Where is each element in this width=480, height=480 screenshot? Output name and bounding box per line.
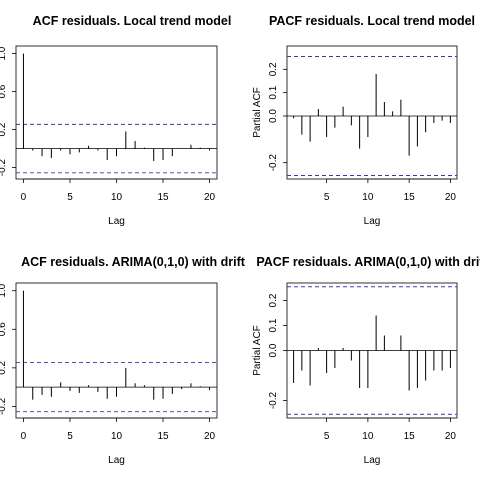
- panel-2-title: PACF residuals. Local trend model: [269, 14, 475, 28]
- panel-3-x-tick-label: 5: [67, 431, 73, 442]
- panel-1-x-tick-label: 10: [111, 192, 123, 203]
- panel-3-y-tick-label: 0.2: [0, 360, 8, 374]
- panel-1-plot-frame: [15, 45, 218, 180]
- panel-1-x-tick-label: 15: [157, 192, 169, 203]
- panel-4-y-tick-label: 0.0: [268, 343, 279, 357]
- panel-3-x-tick-label: 10: [111, 431, 123, 442]
- panel-4-y-tick-label: 0.2: [268, 293, 279, 307]
- panel-4-x-axis-label: Lag: [364, 455, 381, 466]
- panel-1-y-tick-label: 0.6: [0, 84, 8, 98]
- panel-1-x-tick-label: 0: [21, 192, 27, 203]
- panel-3-x-tick-label: 15: [157, 431, 169, 442]
- panel-4-x-tick-label: 5: [324, 431, 330, 442]
- panel-2-x-tick-label: 5: [324, 192, 330, 203]
- panel-1-y-tick-label: -0.2: [0, 159, 8, 177]
- panel-1-title: ACF residuals. Local trend model: [33, 14, 232, 28]
- panel-3-y-tick-label: -0.2: [0, 397, 8, 415]
- panel-4-y-tick-label: -0.2: [268, 391, 279, 409]
- panel-2-y-tick-label: 0.2: [268, 62, 279, 76]
- panel-2-x-tick-label: 20: [445, 192, 457, 203]
- panel-4-x-tick-label: 20: [445, 431, 457, 442]
- panel-2-plot-frame: [286, 45, 458, 180]
- panel-4-title: PACF residuals. ARIMA(0,1,0) with drift: [256, 255, 480, 269]
- panel-1-y-tick-label: 0.2: [0, 122, 8, 136]
- panel-2-x-tick-label: 10: [362, 192, 374, 203]
- panel-2-x-axis-label: Lag: [364, 216, 381, 227]
- panel-1-x-tick-label: 20: [204, 192, 216, 203]
- panel-3-y-tick-label: 0.6: [0, 322, 8, 336]
- panel-3-x-axis-label: Lag: [108, 455, 125, 466]
- panel-4-y-tick-label: 0.1: [268, 318, 279, 332]
- panel-4-x-tick-label: 15: [404, 431, 416, 442]
- panel-1-x-tick-label: 5: [67, 192, 73, 203]
- panel-3-x-tick-label: 20: [204, 431, 216, 442]
- panel-2-y-tick-label: -0.2: [268, 154, 279, 172]
- panel-2-x-tick-label: 15: [404, 192, 416, 203]
- panel-4-y-axis-label: Partial ACF: [252, 325, 263, 376]
- panel-2-y-tick-label: 0.1: [268, 85, 279, 99]
- panel-3-plot-frame: [15, 282, 218, 419]
- panel-1-y-tick-label: 1.0: [0, 46, 8, 60]
- panel-1-x-axis-label: Lag: [108, 216, 125, 227]
- panel-3-x-tick-label: 0: [21, 431, 27, 442]
- panel-4-x-tick-label: 10: [362, 431, 374, 442]
- panel-2-y-tick-label: 0.0: [268, 109, 279, 123]
- panel-3-y-tick-label: 1.0: [0, 283, 8, 297]
- panel-3-title: ACF residuals. ARIMA(0,1,0) with drift: [21, 255, 246, 269]
- panel-2-y-axis-label: Partial ACF: [252, 87, 263, 138]
